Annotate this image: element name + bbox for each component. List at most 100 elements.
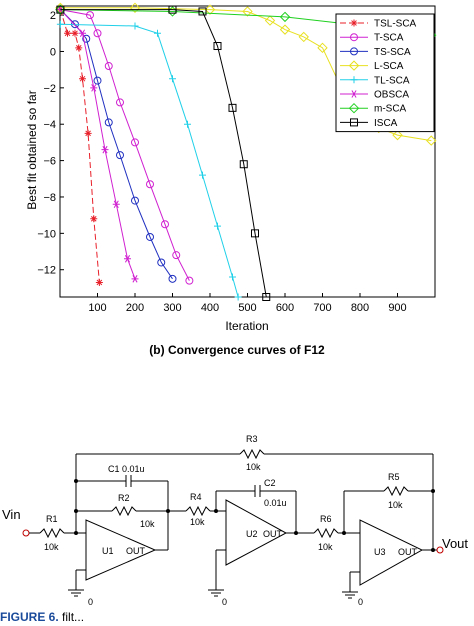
y-axis-ticks: 2 0 −2 −4 −6 −8 −10 −12 <box>37 10 64 277</box>
r2-resistor <box>111 505 137 517</box>
x-axis-ticks: 100 200 300 400 500 600 700 800 900 <box>88 293 407 314</box>
figure-caption: (b) Convergence curves of F12 <box>149 343 325 357</box>
data-point <box>161 220 169 229</box>
data-point <box>168 5 177 14</box>
r6-value: 10k <box>318 542 333 552</box>
legend-entry: TL-SCA <box>374 75 410 86</box>
y-tick-label: −4 <box>43 119 56 131</box>
series-t-sca <box>56 5 194 285</box>
filter-circuit-diagram: Vin Vout R1 10k C1 0.01u R2 10k U1 OUT R… <box>2 434 468 606</box>
c1-label: C1 0.01u <box>108 464 145 474</box>
data-point <box>131 196 139 205</box>
u2-label: U2 <box>246 529 258 539</box>
u1-label: U1 <box>102 546 114 556</box>
data-point <box>168 274 177 283</box>
data-point <box>279 11 291 23</box>
r5-value: 10k <box>388 500 403 510</box>
x-tick-label: 700 <box>313 302 331 314</box>
r3-label: R3 <box>246 434 258 444</box>
figure-label-rest: filt... <box>62 610 85 624</box>
y-tick-label: −6 <box>43 156 56 168</box>
u1-out-label: OUT <box>126 546 146 556</box>
data-point <box>75 44 83 52</box>
vout-terminal <box>436 546 444 554</box>
x-tick-label: 300 <box>163 302 181 314</box>
u2-opamp <box>225 499 288 566</box>
data-point <box>104 118 113 127</box>
data-point <box>79 29 86 38</box>
data-point <box>350 90 358 98</box>
data-point <box>350 19 358 27</box>
r5-resistor <box>383 485 409 497</box>
series-obsca <box>56 5 139 283</box>
data-point <box>146 232 154 241</box>
series-line <box>60 9 267 298</box>
ground1-label: 0 <box>88 597 93 606</box>
data-point <box>84 129 92 137</box>
data-point <box>228 103 237 112</box>
data-point <box>198 7 207 16</box>
data-point <box>348 60 360 71</box>
legend-entry: T-SCA <box>374 33 404 44</box>
data-point <box>279 24 291 35</box>
x-axis-label: Iteration <box>225 319 268 333</box>
data-point <box>234 293 242 301</box>
legend-entry: m-SCA <box>374 104 407 115</box>
x-tick-label: 600 <box>276 302 294 314</box>
data-point <box>93 29 102 38</box>
data-point <box>104 62 113 71</box>
data-point <box>129 2 141 14</box>
data-point <box>101 145 109 154</box>
c2-value: 0.01u <box>264 498 287 508</box>
data-point <box>112 200 120 209</box>
r3-resistor <box>239 448 265 460</box>
series-isca <box>56 5 271 301</box>
y-tick-label: −12 <box>37 265 56 277</box>
data-point <box>262 293 271 301</box>
y-tick-label: −10 <box>37 228 56 240</box>
u3-out-label: OUT <box>398 547 418 557</box>
r6-resistor <box>313 527 339 539</box>
u2-out-label: OUT <box>263 529 283 539</box>
data-point <box>157 258 166 267</box>
r2-value: 10k <box>140 519 155 529</box>
data-point <box>131 22 139 30</box>
data-point <box>146 180 154 189</box>
data-point <box>213 42 222 51</box>
y-tick-label: 0 <box>50 46 56 58</box>
data-point <box>298 31 309 43</box>
data-point <box>82 34 91 43</box>
r2-label: R2 <box>118 493 130 503</box>
data-point <box>90 215 98 223</box>
data-point <box>242 6 253 17</box>
data-point <box>131 138 139 147</box>
data-point <box>199 171 206 179</box>
vin-terminal <box>22 529 30 537</box>
data-point <box>426 135 437 146</box>
data-point <box>239 160 248 169</box>
u3-label: U3 <box>374 547 386 557</box>
x-tick-label: 100 <box>88 302 106 314</box>
r1-label: R1 <box>46 514 58 524</box>
data-point <box>350 47 358 56</box>
data-point <box>204 4 216 15</box>
legend-entry: TS-SCA <box>374 47 411 58</box>
data-point <box>56 5 65 14</box>
r5-label: R5 <box>388 472 400 482</box>
y-tick-label: −8 <box>43 192 56 204</box>
legend-entry: TSL-SCA <box>374 19 417 30</box>
data-point <box>169 75 176 83</box>
r1-resistor <box>39 527 65 539</box>
x-tick-label: 800 <box>351 302 369 314</box>
x-tick-label: 500 <box>238 302 256 314</box>
r6-label: R6 <box>320 514 332 524</box>
ground3-label: 0 <box>358 597 363 606</box>
r3-value: 10k <box>246 462 261 472</box>
data-point <box>172 251 181 260</box>
x-tick-label: 900 <box>388 302 406 314</box>
x-tick-label: 200 <box>126 302 144 314</box>
r1-value: 10k <box>44 542 59 552</box>
data-point <box>116 98 124 107</box>
r4-label: R4 <box>190 492 202 502</box>
series-line <box>60 9 190 281</box>
